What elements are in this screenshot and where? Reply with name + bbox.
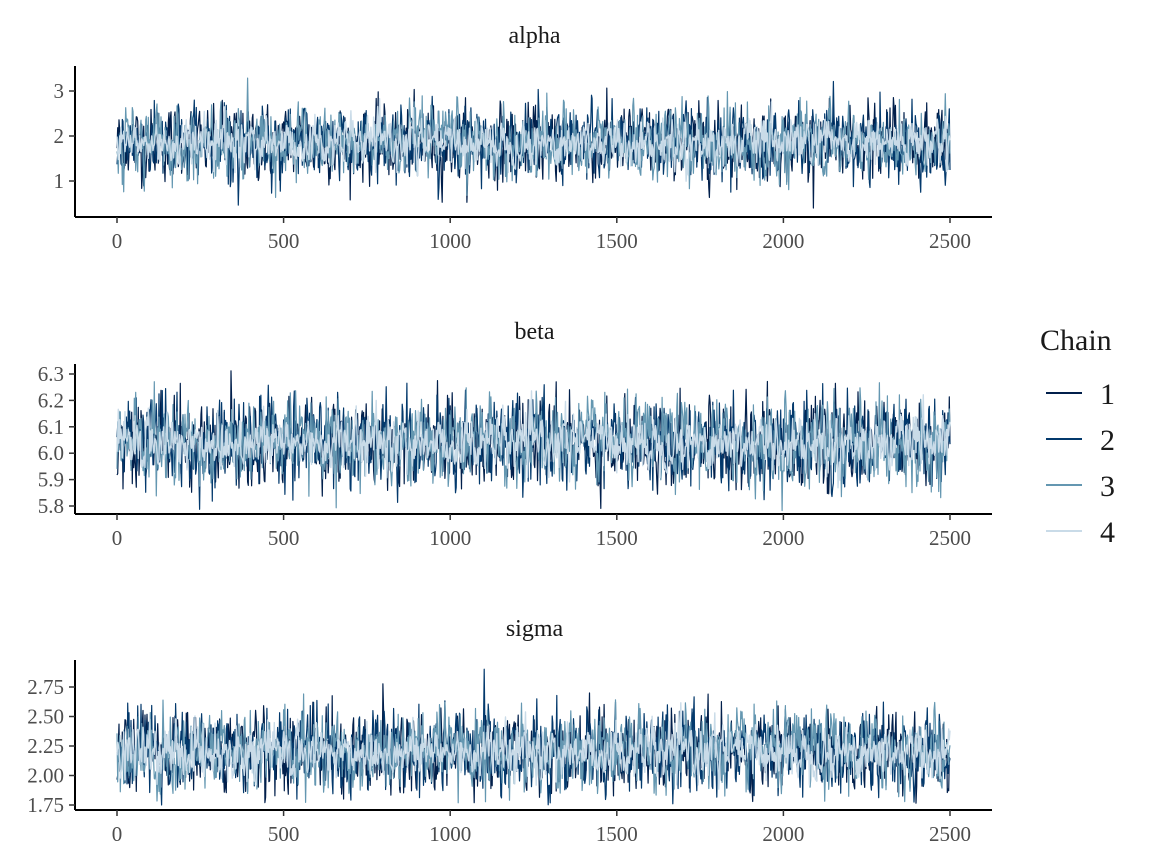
x-tick-label-sigma: 2500 (929, 822, 971, 846)
legend-label-chain-3: 3 (1100, 470, 1115, 503)
x-tick-label-beta: 2500 (929, 526, 971, 550)
x-tick-label-sigma: 1500 (596, 822, 638, 846)
x-tick-label-beta: 0 (112, 526, 123, 550)
trace-beta-chain-4 (116, 390, 951, 489)
panel-title-sigma: sigma (506, 616, 564, 642)
x-tick-label-beta: 1500 (596, 526, 638, 550)
legend-label-chain-1: 1 (1100, 378, 1115, 411)
y-tick-label-sigma: 2.50 (27, 705, 64, 729)
x-tick-label-alpha: 1500 (596, 229, 638, 253)
y-tick-label-beta: 5.9 (38, 468, 64, 492)
x-tick-label-sigma: 2000 (762, 822, 804, 846)
x-tick-label-alpha: 500 (268, 229, 300, 253)
x-tick-label-alpha: 2000 (762, 229, 804, 253)
panel-title-alpha: alpha (509, 23, 561, 49)
legend-title: Chain (1040, 324, 1112, 357)
y-tick-label-alpha: 1 (54, 169, 65, 193)
y-tick-label-beta: 6.1 (38, 415, 64, 439)
y-tick-label-beta: 6.3 (38, 362, 64, 386)
x-tick-label-beta: 1000 (429, 526, 471, 550)
x-tick-label-alpha: 0 (112, 229, 123, 253)
y-tick-label-alpha: 2 (54, 124, 65, 148)
trace-beta-chain-3 (116, 381, 951, 512)
legend-label-chain-4: 4 (1100, 516, 1115, 549)
trace-alpha-chain-4 (116, 97, 951, 182)
y-tick-label-beta: 6.2 (38, 388, 64, 412)
y-tick-label-beta: 6.0 (38, 441, 64, 465)
y-tick-label-sigma: 2.00 (27, 764, 64, 788)
trace-sigma-chain-3 (116, 693, 951, 804)
x-tick-label-sigma: 500 (268, 822, 300, 846)
trace-sigma-chain-4 (116, 702, 951, 790)
y-tick-label-beta: 5.8 (38, 494, 64, 518)
x-tick-label-beta: 2000 (762, 526, 804, 550)
x-tick-label-alpha: 1000 (429, 229, 471, 253)
x-tick-label-alpha: 2500 (929, 229, 971, 253)
x-tick-label-sigma: 1000 (429, 822, 471, 846)
y-tick-label-sigma: 2.75 (27, 675, 64, 699)
trace-alpha-chain-3 (116, 77, 951, 198)
y-tick-label-sigma: 1.75 (27, 793, 64, 817)
y-tick-label-alpha: 3 (54, 79, 65, 103)
x-tick-label-sigma: 0 (112, 822, 123, 846)
panel-title-beta: beta (515, 319, 555, 345)
y-tick-label-sigma: 2.25 (27, 734, 64, 758)
x-tick-label-beta: 500 (268, 526, 300, 550)
legend-label-chain-2: 2 (1100, 424, 1115, 457)
